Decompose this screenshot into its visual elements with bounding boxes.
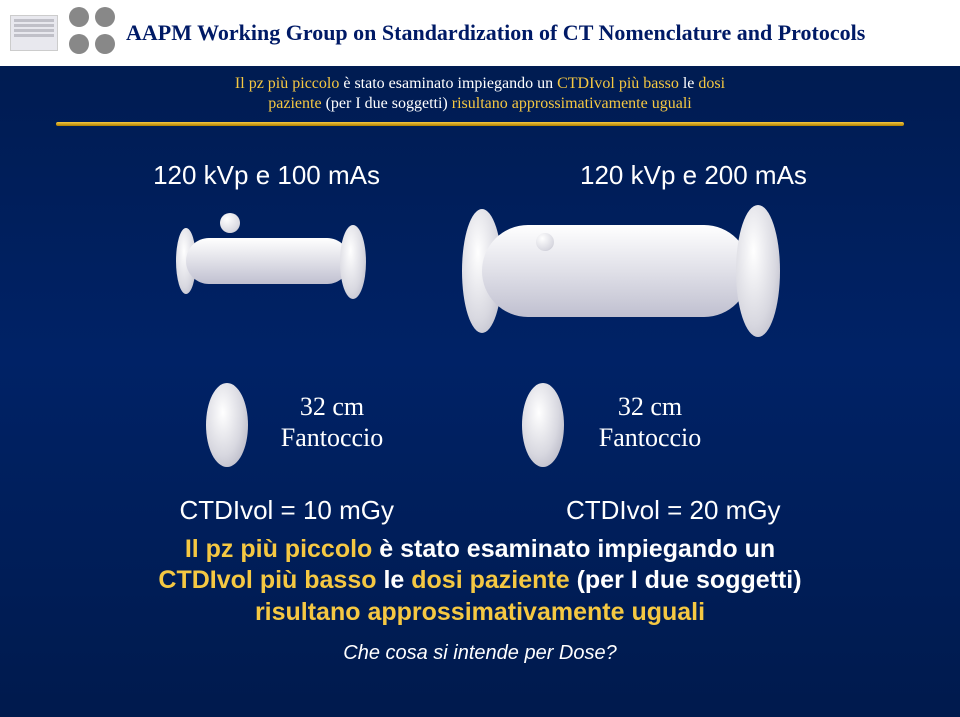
logo-icon	[69, 7, 89, 27]
footer-caption: Che cosa si intende per Dose?	[0, 642, 960, 665]
disc-size: 32 cm	[618, 392, 682, 421]
ctdi-row: CTDIvol = 10 mGy CTDIvol = 20 mGy	[0, 495, 960, 526]
summary-part: (per I due soggetti)	[577, 566, 802, 594]
header-thumbnail	[10, 15, 58, 51]
summary-block: Il pz più piccolo è stato esaminato impi…	[0, 534, 960, 628]
header-title: AAPM Working Group on Standardization of…	[126, 20, 865, 46]
phantom-small-end	[340, 225, 366, 299]
divider	[56, 122, 904, 126]
disc-label-left: 32 cm Fantoccio	[262, 391, 402, 453]
header-logos	[68, 6, 116, 60]
disc-size: 32 cm	[300, 392, 364, 421]
summary-part: dosi paziente	[411, 566, 576, 594]
disc-phantom-right	[522, 383, 564, 467]
subtitle-part: è stato esaminato impiegando un	[343, 75, 557, 92]
scan-params-row: 120 kVp e 100 mAs 120 kVp e 200 mAs	[0, 160, 960, 191]
logo-icon	[69, 34, 89, 54]
subtitle-part: CTDIvol più basso	[557, 75, 683, 92]
subtitle-part: dosi	[698, 75, 725, 92]
subtitle-part: paziente	[268, 95, 325, 112]
summary-part: Il pz più piccolo	[185, 535, 379, 563]
subtitle: Il pz più piccolo è stato esaminato impi…	[0, 66, 960, 114]
disc-label-right: 32 cm Fantoccio	[580, 391, 720, 453]
subtitle-part: risultano approssimativamente uguali	[452, 95, 692, 112]
summary-part: è stato esaminato impiegando un	[379, 535, 775, 563]
phantoms-diagram	[0, 205, 960, 355]
logo-icon	[95, 7, 115, 27]
ctdi-left: CTDIvol = 10 mGy	[179, 495, 394, 526]
subtitle-part: (per I due soggetti)	[326, 95, 452, 112]
summary-part: risultano approssimativamente uguali	[255, 598, 705, 626]
phantom-large-body	[482, 225, 750, 317]
summary-part: le	[383, 566, 411, 594]
ctdi-right: CTDIvol = 20 mGy	[566, 495, 781, 526]
subtitle-part: Il pz più piccolo	[235, 75, 343, 92]
header-bar: AAPM Working Group on Standardization of…	[0, 0, 960, 66]
scan-params-right: 120 kVp e 200 mAs	[580, 160, 807, 191]
logo-icon	[95, 34, 115, 54]
disc-row: 32 cm Fantoccio 32 cm Fantoccio	[0, 373, 960, 493]
phantom-small-body	[186, 238, 350, 284]
disc-phantom-left	[206, 383, 248, 467]
phantom-large-head	[536, 233, 554, 251]
subtitle-part: le	[683, 75, 699, 92]
disc-name: Fantoccio	[281, 423, 384, 452]
phantom-small-head	[220, 213, 240, 233]
disc-name: Fantoccio	[599, 423, 702, 452]
phantom-large-end	[736, 205, 780, 337]
scan-params-left: 120 kVp e 100 mAs	[153, 160, 380, 191]
summary-part: CTDIvol più basso	[158, 566, 383, 594]
